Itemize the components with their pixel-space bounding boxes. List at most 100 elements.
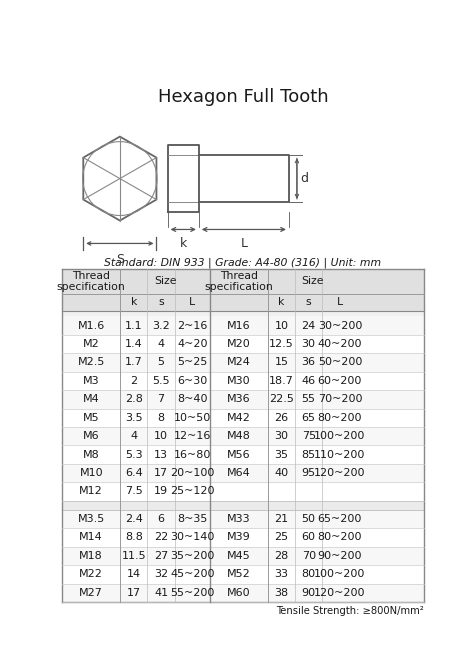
Bar <box>62 371 424 390</box>
Bar <box>62 547 424 565</box>
Text: 17: 17 <box>127 588 141 598</box>
Text: 50: 50 <box>301 514 316 524</box>
Bar <box>62 293 424 311</box>
Text: M1.6: M1.6 <box>78 321 105 330</box>
Text: 80~200: 80~200 <box>318 533 362 543</box>
Text: 6.4: 6.4 <box>125 468 143 478</box>
Text: 35~200: 35~200 <box>170 551 214 561</box>
Text: 24: 24 <box>301 321 316 330</box>
Bar <box>62 353 424 371</box>
Text: 3.5: 3.5 <box>125 412 143 423</box>
Text: M4: M4 <box>83 395 100 405</box>
Text: M60: M60 <box>227 588 251 598</box>
Text: 15: 15 <box>274 358 289 368</box>
Text: 8: 8 <box>157 412 164 423</box>
Text: 75: 75 <box>301 431 316 441</box>
Text: 4~20: 4~20 <box>177 339 208 349</box>
Text: 17: 17 <box>154 468 168 478</box>
Text: M22: M22 <box>79 569 103 579</box>
Bar <box>62 565 424 584</box>
Text: Size: Size <box>301 276 324 286</box>
Text: 5: 5 <box>157 358 164 368</box>
Text: 6~30: 6~30 <box>177 376 207 386</box>
Text: 25~120: 25~120 <box>170 486 214 496</box>
Text: 85: 85 <box>301 449 316 459</box>
Text: M2: M2 <box>83 339 100 349</box>
Text: s: s <box>306 297 311 307</box>
Text: 2.8: 2.8 <box>125 395 143 405</box>
Text: M10: M10 <box>80 468 103 478</box>
Text: M5: M5 <box>83 412 100 423</box>
Text: M16: M16 <box>227 321 251 330</box>
Bar <box>62 311 424 317</box>
Text: 7: 7 <box>157 395 164 405</box>
Text: Tensile Strength: ≥800N/mm²: Tensile Strength: ≥800N/mm² <box>276 606 424 616</box>
Text: 8.8: 8.8 <box>125 533 143 543</box>
Text: k: k <box>180 237 187 250</box>
Text: S: S <box>116 253 124 266</box>
Bar <box>62 528 424 547</box>
Text: L: L <box>189 297 195 307</box>
Text: Standard: DIN 933 | Grade: A4-80 (316) | Unit: mm: Standard: DIN 933 | Grade: A4-80 (316) |… <box>104 257 382 268</box>
Text: 100~200: 100~200 <box>314 431 365 441</box>
Text: 33: 33 <box>274 569 289 579</box>
Text: 95: 95 <box>301 468 316 478</box>
Text: M64: M64 <box>227 468 251 478</box>
Text: 12~16: 12~16 <box>173 431 211 441</box>
Text: M6: M6 <box>83 431 100 441</box>
Text: 14: 14 <box>127 569 141 579</box>
Text: M24: M24 <box>227 358 251 368</box>
Text: 36: 36 <box>301 358 316 368</box>
Text: Thread
specification: Thread specification <box>204 270 273 292</box>
Text: M20: M20 <box>227 339 251 349</box>
Text: M8: M8 <box>83 449 100 459</box>
Bar <box>62 510 424 528</box>
Text: 60: 60 <box>301 533 316 543</box>
Text: 2: 2 <box>130 376 137 386</box>
Text: 12.5: 12.5 <box>269 339 294 349</box>
Text: 2~16: 2~16 <box>177 321 208 330</box>
Text: M2.5: M2.5 <box>78 358 105 368</box>
Text: 70: 70 <box>301 551 316 561</box>
Text: M52: M52 <box>227 569 251 579</box>
Text: 7.5: 7.5 <box>125 486 143 496</box>
Text: M33: M33 <box>227 514 251 524</box>
Text: 90: 90 <box>301 588 316 598</box>
Text: Thread
specification: Thread specification <box>57 270 126 292</box>
Bar <box>62 269 424 293</box>
Text: M3: M3 <box>83 376 100 386</box>
Text: 1.4: 1.4 <box>125 339 143 349</box>
Text: 10~50: 10~50 <box>173 412 211 423</box>
Bar <box>62 584 424 602</box>
Text: M42: M42 <box>227 412 251 423</box>
Text: M56: M56 <box>227 449 251 459</box>
Text: 20~100: 20~100 <box>170 468 214 478</box>
Bar <box>62 317 424 335</box>
Text: 41: 41 <box>154 588 168 598</box>
Text: 18.7: 18.7 <box>269 376 294 386</box>
Text: Hexagon Full Tooth: Hexagon Full Tooth <box>158 88 328 106</box>
Text: 25: 25 <box>274 533 289 543</box>
Text: 13: 13 <box>154 449 168 459</box>
Text: 120~200: 120~200 <box>314 588 365 598</box>
Text: 65: 65 <box>301 412 316 423</box>
Text: 35: 35 <box>274 449 289 459</box>
Text: 1.1: 1.1 <box>125 321 143 330</box>
Text: 30: 30 <box>301 339 316 349</box>
Text: 8~40: 8~40 <box>177 395 208 405</box>
Text: k: k <box>278 297 285 307</box>
Text: 40: 40 <box>274 468 289 478</box>
Text: 5.5: 5.5 <box>152 376 170 386</box>
Text: M14: M14 <box>79 533 103 543</box>
Text: 120~200: 120~200 <box>314 468 365 478</box>
Text: 28: 28 <box>274 551 289 561</box>
Text: M27: M27 <box>79 588 103 598</box>
Bar <box>62 408 424 427</box>
Text: k: k <box>131 297 137 307</box>
Text: 10: 10 <box>274 321 289 330</box>
Bar <box>62 427 424 446</box>
Text: 80: 80 <box>301 569 316 579</box>
Text: M30: M30 <box>227 376 251 386</box>
Text: s: s <box>158 297 164 307</box>
Text: 110~200: 110~200 <box>314 449 365 459</box>
